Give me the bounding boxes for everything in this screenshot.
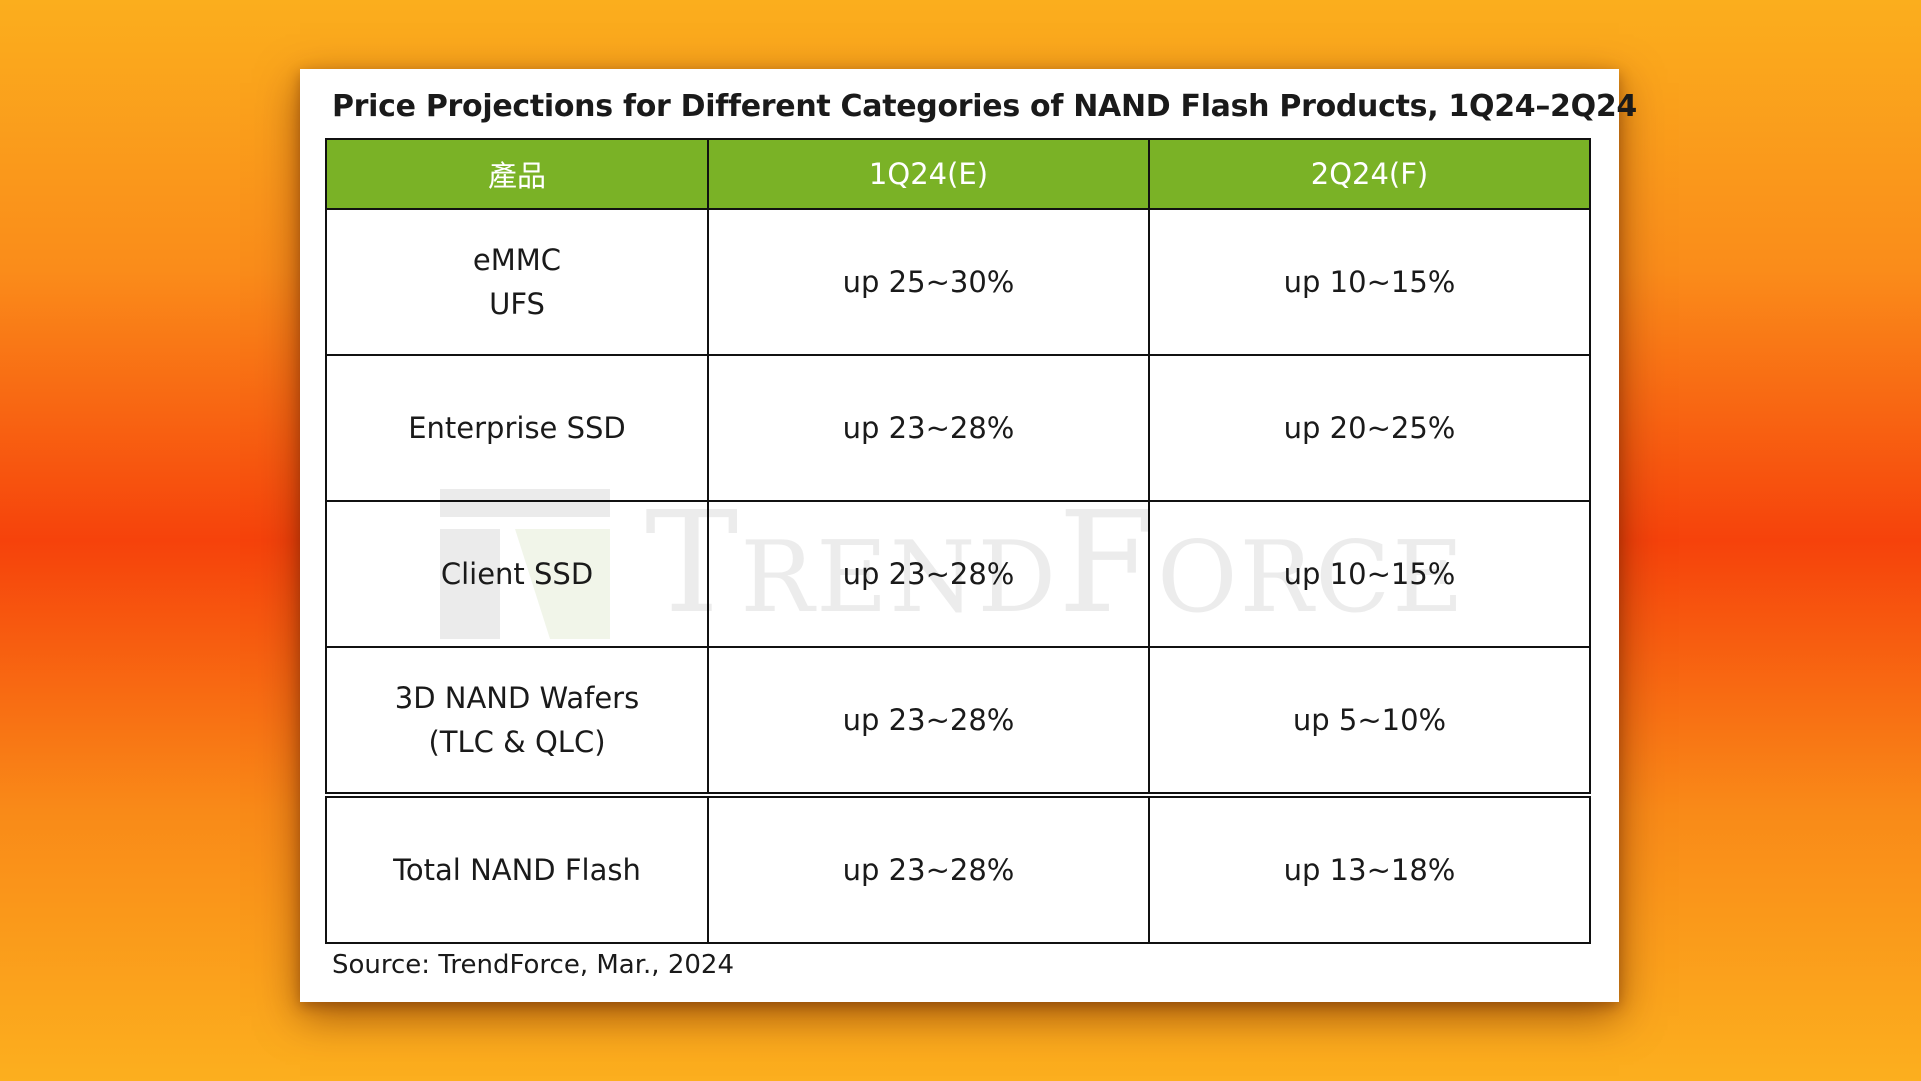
table-title: Price Projections for Different Categori… (332, 89, 1637, 124)
q2-cell: up 13~18% (1148, 792, 1591, 944)
q1-cell: up 23~28% (707, 792, 1150, 944)
table-row-total: Total NAND Flash up 23~28% up 13~18% (325, 792, 1591, 944)
product-line: Total NAND Flash (393, 853, 641, 887)
product-cell: Total NAND Flash (325, 792, 709, 944)
q1-cell: up 23~28% (707, 354, 1150, 502)
product-cell: eMMC UFS (325, 208, 709, 356)
product-line: (TLC & QLC) (428, 725, 606, 759)
table-row: Client SSD up 23~28% up 10~15% (325, 500, 1591, 648)
q1-cell: up 25~30% (707, 208, 1150, 356)
price-projection-table: 產品 1Q24(E) 2Q24(F) eMMC UFS up 25~30% up… (325, 138, 1591, 944)
q2-cell: up 5~10% (1148, 646, 1591, 796)
table-header-row: 產品 1Q24(E) 2Q24(F) (325, 138, 1591, 210)
q1-cell: up 23~28% (707, 500, 1150, 648)
source-note: Source: TrendForce, Mar., 2024 (332, 950, 734, 980)
projection-card: Price Projections for Different Categori… (300, 69, 1637, 1002)
product-line: 3D NAND Wafers (394, 681, 640, 715)
table-row: 3D NAND Wafers (TLC & QLC) up 23~28% up … (325, 646, 1591, 796)
q2-cell: up 20~25% (1148, 354, 1591, 502)
product-cell: 3D NAND Wafers (TLC & QLC) (325, 646, 709, 796)
header-product: 產品 (325, 138, 709, 210)
table-row: Enterprise SSD up 23~28% up 20~25% (325, 354, 1591, 502)
q1-cell: up 23~28% (707, 646, 1150, 796)
header-2q24: 2Q24(F) (1148, 138, 1591, 210)
product-line: eMMC (472, 243, 562, 277)
product-line: Client SSD (440, 557, 594, 591)
header-1q24: 1Q24(E) (707, 138, 1150, 210)
product-cell: Client SSD (325, 500, 709, 648)
table-row: eMMC UFS up 25~30% up 10~15% (325, 208, 1591, 356)
product-cell: Enterprise SSD (325, 354, 709, 502)
product-line: UFS (489, 287, 545, 321)
q2-cell: up 10~15% (1148, 500, 1591, 648)
product-line: Enterprise SSD (408, 411, 626, 445)
q2-cell: up 10~15% (1148, 208, 1591, 356)
